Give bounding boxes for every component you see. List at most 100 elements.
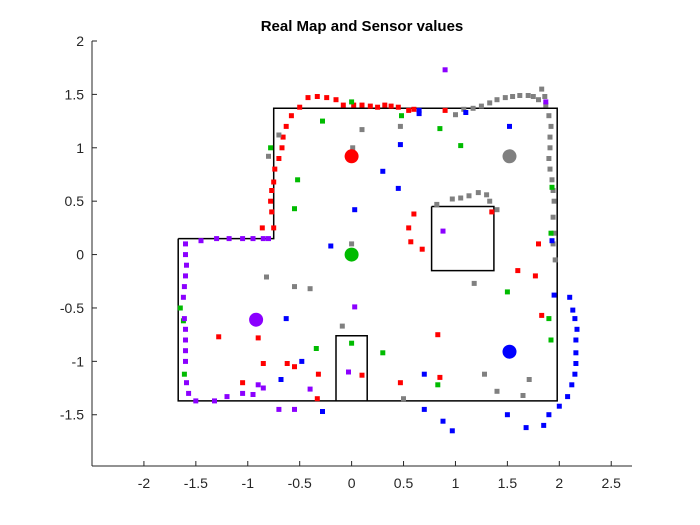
sensor-point-3-34 <box>346 369 351 375</box>
sensor-point-2-6 <box>437 126 443 132</box>
sensor-point-0-23 <box>395 104 401 110</box>
sensor-point-1-21 <box>494 388 500 394</box>
sensor-point-0-20 <box>375 104 381 110</box>
sensor-point-1-43 <box>549 177 555 183</box>
robot-markers <box>249 149 517 359</box>
sensor-point-0-28 <box>255 335 261 341</box>
sensor-point-0-47 <box>532 273 538 279</box>
sensor-point-4-22 <box>573 361 579 366</box>
sensor-point-4-27 <box>546 412 552 418</box>
y-tick-label: -0.5 <box>60 300 84 316</box>
sensor-point-0-0 <box>271 225 277 231</box>
sensor-point-3-18 <box>224 394 230 400</box>
sensor-point-1-35 <box>536 97 541 103</box>
sensor-point-3-13 <box>183 358 188 364</box>
sensor-point-3-17 <box>212 398 217 404</box>
sensor-point-4-21 <box>573 350 579 356</box>
sensor-point-1-12 <box>487 198 493 204</box>
sensor-point-0-19 <box>367 103 373 109</box>
sensor-point-3-2 <box>543 99 549 105</box>
sensor-point-4-24 <box>569 382 575 388</box>
robot-marker-3 <box>249 312 264 327</box>
sensor-point-4-7 <box>397 142 403 148</box>
sensor-point-2-5 <box>399 113 404 119</box>
sensor-point-3-33 <box>352 304 358 310</box>
sensor-point-1-27 <box>478 103 484 109</box>
sensor-point-3-8 <box>180 294 186 300</box>
sensor-point-4-25 <box>565 394 571 400</box>
sensor-point-1-41 <box>546 156 552 161</box>
sensor-point-1-2 <box>349 241 355 247</box>
sensor-point-1-24 <box>453 112 458 118</box>
y-axis-ticks: -1.5 -1 -0.5 0 0.5 1 1.5 2 <box>60 33 97 423</box>
sensor-point-4-33 <box>421 406 427 412</box>
sensor-point-1-29 <box>494 97 500 103</box>
sensor-point-1-13 <box>494 207 500 213</box>
y-tick-label: -1 <box>72 353 85 369</box>
map-wall-0 <box>177 107 558 402</box>
sensor-point-0-48 <box>539 312 545 318</box>
x-tick-label: 1 <box>452 475 460 491</box>
y-tick-label: 0.5 <box>65 193 85 209</box>
axes <box>91 41 632 467</box>
sensor-point-1-36 <box>543 102 549 108</box>
sensor-point-4-31 <box>449 428 455 434</box>
sensor-point-1-38 <box>548 123 554 129</box>
sensor-point-4-6 <box>421 371 427 377</box>
sensor-point-0-4 <box>271 179 277 185</box>
sensor-point-3-19 <box>240 390 246 396</box>
sensor-point-0-14 <box>324 95 330 101</box>
sensor-point-0-16 <box>340 102 346 108</box>
sensor-point-4-16 <box>567 294 573 300</box>
sensor-point-3-25 <box>307 386 313 392</box>
sensor-point-0-13 <box>314 94 320 99</box>
sensor-point-0-29 <box>216 334 222 340</box>
sensor-point-1-48 <box>550 241 556 247</box>
sensor-point-4-11 <box>416 111 422 117</box>
sensor-point-2-8 <box>549 184 555 190</box>
sensor-point-0-39 <box>435 332 441 338</box>
sensor-point-2-10 <box>504 289 510 295</box>
sensor-point-2-19 <box>548 337 554 343</box>
sensor-point-1-37 <box>546 113 552 119</box>
sensor-point-0-11 <box>297 104 303 110</box>
sensor-point-0-30 <box>240 380 246 386</box>
sensor-point-2-4 <box>349 99 355 105</box>
sensor-point-0-3 <box>269 188 275 193</box>
sensor-point-2-7 <box>458 143 464 149</box>
sensor-point-0-17 <box>351 102 357 108</box>
sensor-point-2-17 <box>380 350 386 356</box>
sensor-point-3-10 <box>183 326 188 332</box>
robot-marker-4 <box>502 344 517 359</box>
sensor-point-0-44 <box>489 209 495 215</box>
sensor-point-2-11 <box>546 316 552 322</box>
sensor-point-4-32 <box>440 418 446 424</box>
sensor-point-4-15 <box>551 292 557 298</box>
robot-marker-1 <box>502 149 517 164</box>
sensor-point-4-13 <box>507 123 512 129</box>
sensor-point-0-15 <box>333 97 339 103</box>
map-wall-2 <box>335 334 368 401</box>
sensor-point-0-31 <box>260 361 266 366</box>
sensor-point-2-15 <box>313 346 319 351</box>
sensor-point-4-10 <box>395 185 401 191</box>
sensor-point-0-1 <box>269 209 275 215</box>
sensor-point-1-31 <box>510 94 516 99</box>
sensor-point-0-37 <box>397 380 403 386</box>
sensor-point-1-4 <box>359 127 365 133</box>
robot-marker-2 <box>344 247 359 262</box>
sensor-point-2-2 <box>295 177 301 183</box>
sensor-point-1-15 <box>264 274 269 280</box>
y-tick-label: 2 <box>76 33 84 49</box>
sensor-point-0-5 <box>272 166 278 172</box>
map-walls <box>177 107 558 402</box>
sensor-point-0-38 <box>437 374 443 380</box>
sensor-point-4-19 <box>574 326 580 332</box>
sensor-point-0-42 <box>408 239 414 245</box>
sensor-point-0-41 <box>406 225 412 231</box>
sensor-point-3-23 <box>276 406 282 412</box>
sensor-point-1-42 <box>547 166 553 172</box>
sensor-point-1-9 <box>466 193 472 199</box>
sensor-point-4-28 <box>541 422 547 428</box>
y-tick-label: 1.5 <box>65 86 85 102</box>
